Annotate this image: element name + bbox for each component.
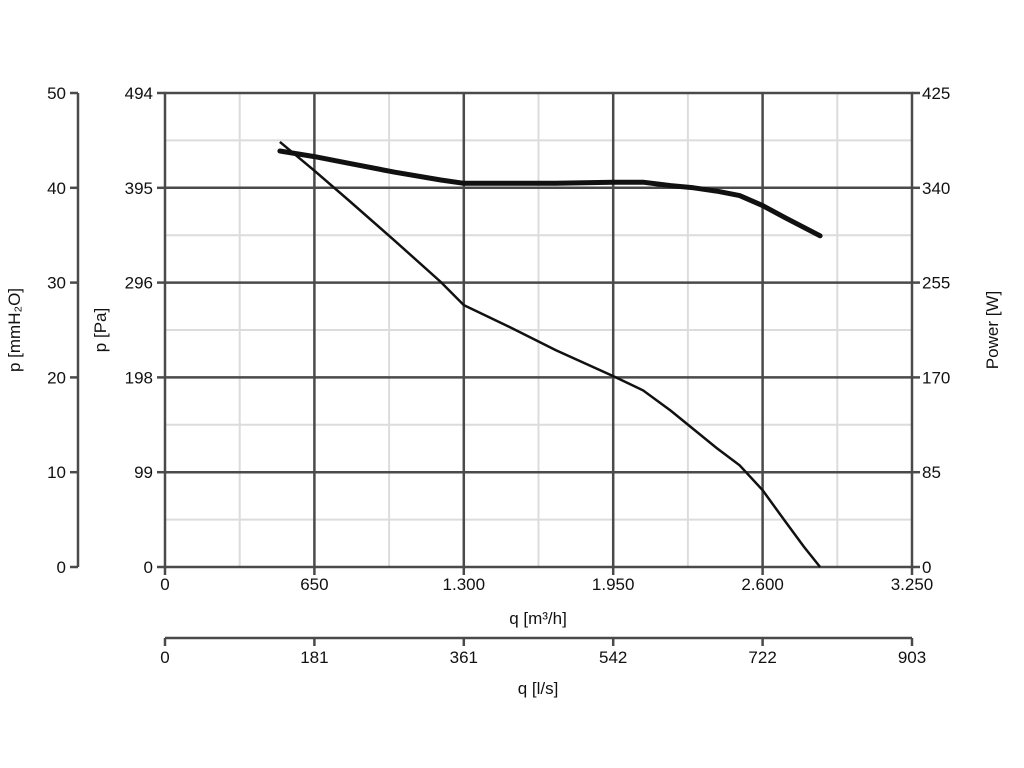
x-tick-label: 0	[160, 575, 169, 594]
ls-ticks: 0 181 361 542 722 903	[160, 638, 926, 667]
power-tick-label: 170	[922, 368, 950, 387]
power-tick-label: 0	[922, 558, 931, 577]
plot-frame	[163, 91, 914, 569]
ls-tick-label: 903	[898, 648, 926, 667]
power-ticks: 0 85 170 255 340 425	[912, 84, 950, 577]
power-curve	[277, 148, 823, 239]
curves	[277, 140, 823, 568]
mmh2o-tick-label: 20	[47, 368, 66, 387]
pa-ticks: 0 99 198 296 395 494	[125, 84, 165, 577]
power-tick-label: 425	[922, 84, 950, 103]
x-tick-label: 3.250	[891, 575, 934, 594]
mmh2o-tick-label: 0	[57, 558, 66, 577]
pa-tick-label: 395	[125, 179, 153, 198]
ls-tick-label: 0	[160, 648, 169, 667]
ls-tick-label: 181	[300, 648, 328, 667]
x-tick-label: 650	[300, 575, 328, 594]
pa-tick-label: 0	[144, 558, 153, 577]
power-tick-label: 340	[922, 179, 950, 198]
mmh2o-ticks: 0 10 20 30 40 50	[47, 84, 78, 577]
mmh2o-tick-label: 40	[47, 179, 66, 198]
ls-tick-label: 722	[748, 648, 776, 667]
y-power-label: Power [W]	[983, 291, 1002, 369]
x-tick-label: 2.600	[741, 575, 784, 594]
minor-grid	[165, 93, 912, 567]
pa-tick-label: 99	[134, 463, 153, 482]
y-pa-label: p [Pa]	[91, 308, 110, 352]
pressure-curve	[279, 140, 822, 568]
power-tick-label: 85	[922, 463, 941, 482]
pa-tick-label: 198	[125, 368, 153, 387]
mmh2o-tick-label: 50	[47, 84, 66, 103]
y-mmh2o-label: p [mmH₂O]	[5, 288, 24, 372]
x-axis-label: q [m³/h]	[509, 609, 567, 628]
ls-tick-label: 361	[450, 648, 478, 667]
power-tick-label: 255	[922, 274, 950, 293]
pa-tick-label: 296	[125, 274, 153, 293]
mmh2o-tick-label: 10	[47, 463, 66, 482]
pa-tick-label: 494	[125, 84, 153, 103]
mmh2o-tick-label: 30	[47, 274, 66, 293]
x-tick-label: 1.300	[443, 575, 486, 594]
x2-axis-label: q [l/s]	[518, 679, 559, 698]
x-tick-label: 1.950	[592, 575, 635, 594]
x-ticks: 0 650 1.300 1.950 2.600 3.250	[160, 567, 933, 594]
ls-tick-label: 542	[599, 648, 627, 667]
